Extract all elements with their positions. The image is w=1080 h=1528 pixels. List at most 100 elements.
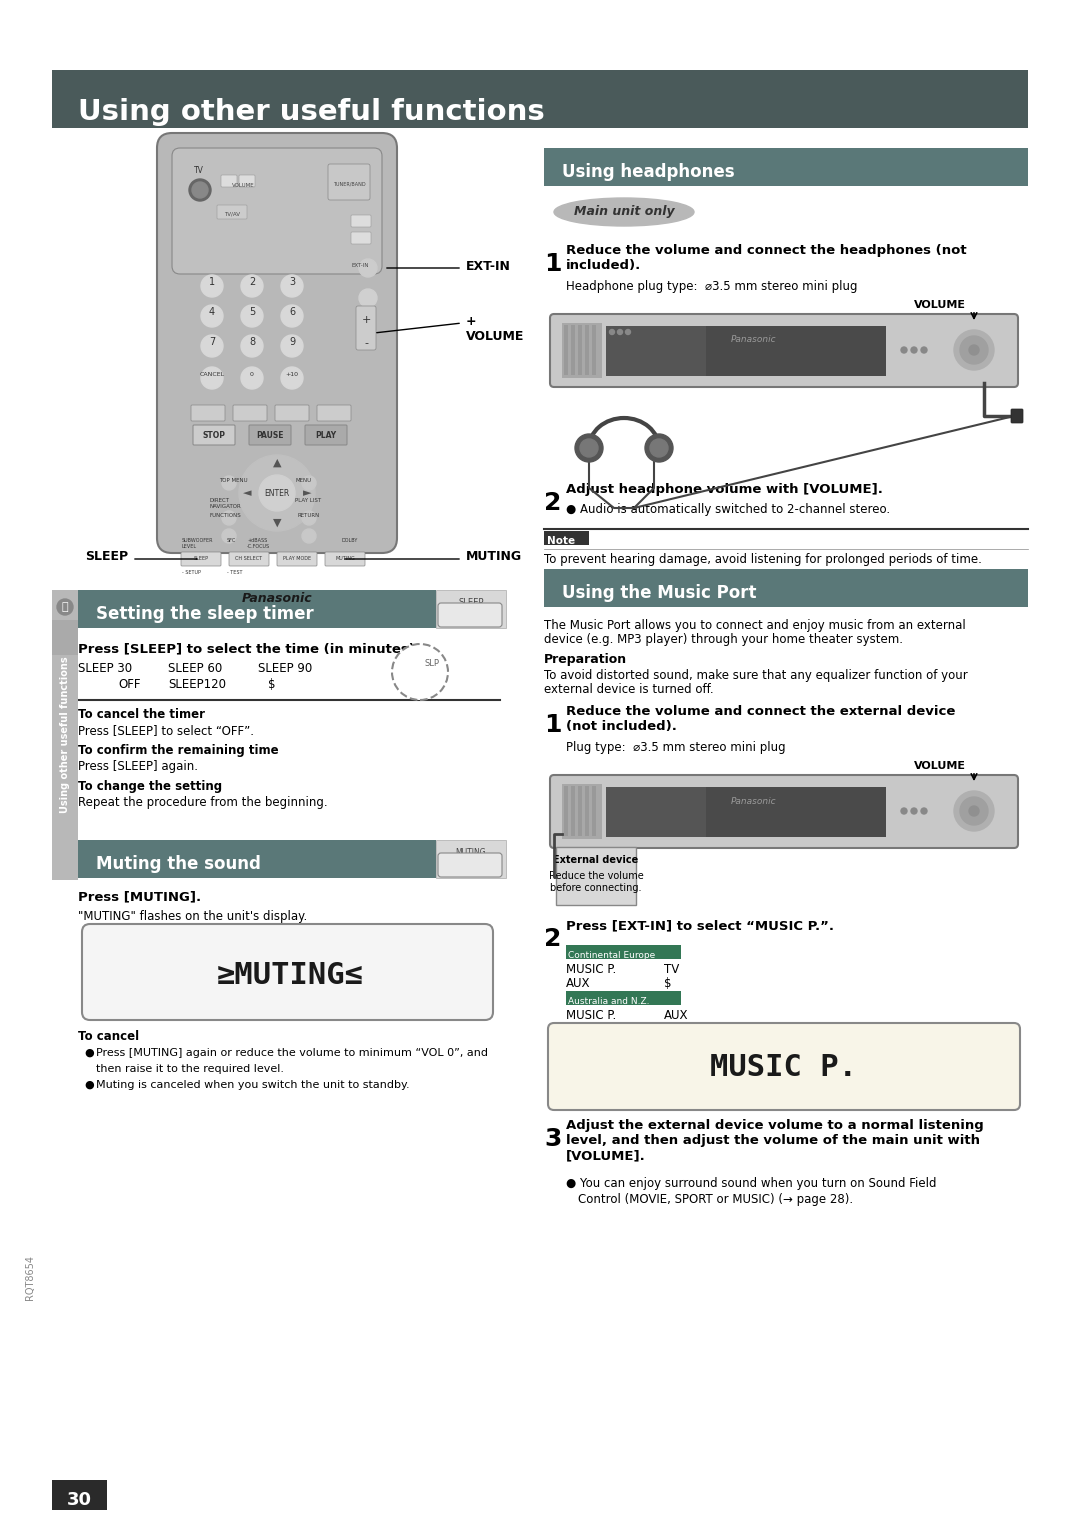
Circle shape: [901, 347, 907, 353]
Bar: [592, 785, 596, 836]
Text: ▼: ▼: [273, 518, 281, 529]
Text: SLEEP 60: SLEEP 60: [168, 662, 222, 675]
FancyBboxPatch shape: [181, 552, 221, 565]
Text: ● You can enjoy surround sound when you turn on Sound Field: ● You can enjoy surround sound when you …: [566, 1177, 936, 1190]
Text: Reduce the volume and connect the external device
(not included).: Reduce the volume and connect the extern…: [566, 704, 956, 733]
FancyBboxPatch shape: [229, 552, 269, 565]
Bar: [606, 787, 886, 837]
FancyBboxPatch shape: [249, 425, 291, 445]
Text: To cancel: To cancel: [78, 1030, 139, 1044]
FancyBboxPatch shape: [82, 924, 492, 1021]
Circle shape: [281, 335, 303, 358]
Circle shape: [302, 529, 316, 542]
Bar: [571, 325, 575, 374]
Text: CANCEL: CANCEL: [200, 371, 225, 376]
Bar: [578, 785, 582, 836]
Text: +: +: [362, 315, 370, 325]
Text: 7: 7: [208, 338, 215, 347]
FancyBboxPatch shape: [328, 163, 370, 200]
Text: TV/AV: TV/AV: [224, 212, 240, 217]
Bar: [436, 840, 507, 879]
Circle shape: [960, 798, 988, 825]
Text: PLAY LIST: PLAY LIST: [295, 498, 321, 503]
Circle shape: [302, 477, 316, 490]
Text: 6: 6: [289, 307, 295, 316]
Text: ENTER: ENTER: [265, 489, 289, 498]
Text: SLEEP: SLEEP: [458, 597, 484, 607]
Text: SLEEP 30: SLEEP 30: [78, 662, 132, 675]
Text: EXT-IN: EXT-IN: [465, 260, 511, 272]
FancyBboxPatch shape: [157, 133, 397, 553]
Text: Setting the sleep timer: Setting the sleep timer: [96, 605, 314, 623]
Circle shape: [392, 643, 448, 700]
Text: MENU: MENU: [295, 478, 311, 483]
Bar: [52, 1481, 107, 1510]
Circle shape: [241, 306, 264, 327]
Text: To prevent hearing damage, avoid listening for prolonged periods of time.: To prevent hearing damage, avoid listeni…: [544, 553, 982, 565]
Text: 🔊: 🔊: [62, 602, 68, 613]
Bar: [585, 785, 589, 836]
Text: CH SELECT: CH SELECT: [235, 556, 262, 561]
Circle shape: [239, 455, 315, 532]
Circle shape: [192, 182, 208, 199]
FancyBboxPatch shape: [217, 205, 247, 219]
Text: external device is turned off.: external device is turned off.: [544, 683, 714, 695]
Text: 2: 2: [544, 490, 562, 515]
Text: 5: 5: [248, 307, 255, 316]
Text: $: $: [268, 678, 275, 691]
Circle shape: [281, 306, 303, 327]
Text: AUX: AUX: [664, 1008, 689, 1022]
Text: Panasonic: Panasonic: [242, 591, 312, 605]
Circle shape: [921, 808, 927, 814]
Text: MUTING: MUTING: [335, 556, 355, 561]
Text: 1: 1: [544, 252, 562, 277]
Bar: [606, 325, 886, 376]
Circle shape: [912, 347, 917, 353]
Text: -: -: [364, 338, 368, 348]
FancyBboxPatch shape: [356, 306, 376, 350]
Text: - SETUP: - SETUP: [183, 570, 201, 575]
Text: ≥MUTING≤: ≥MUTING≤: [216, 961, 364, 990]
FancyBboxPatch shape: [275, 405, 309, 422]
Text: ● Audio is automatically switched to 2-channel stereo.: ● Audio is automatically switched to 2-c…: [566, 503, 890, 516]
Bar: [571, 785, 575, 836]
Text: TOP MENU: TOP MENU: [219, 478, 247, 483]
FancyBboxPatch shape: [276, 552, 318, 565]
Text: 9: 9: [289, 338, 295, 347]
FancyBboxPatch shape: [318, 405, 351, 422]
FancyBboxPatch shape: [172, 148, 382, 274]
Circle shape: [580, 439, 598, 457]
Text: Using headphones: Using headphones: [562, 163, 734, 180]
Text: Muting is canceled when you switch the unit to standby.: Muting is canceled when you switch the u…: [96, 1080, 409, 1089]
Text: SLEEP 90: SLEEP 90: [258, 662, 312, 675]
Circle shape: [259, 475, 295, 510]
Circle shape: [625, 330, 631, 335]
Bar: [52, 590, 78, 880]
Text: 2: 2: [248, 277, 255, 287]
Text: MUSIC P.: MUSIC P.: [566, 963, 617, 976]
Text: Panasonic: Panasonic: [731, 796, 777, 805]
Text: MUSIC P.: MUSIC P.: [566, 1008, 617, 1022]
Bar: [585, 325, 589, 374]
Text: RETURN: RETURN: [297, 513, 320, 518]
Bar: [544, 148, 1028, 186]
Circle shape: [241, 275, 264, 296]
Bar: [78, 840, 436, 879]
Bar: [566, 992, 681, 1005]
Text: 0: 0: [251, 371, 254, 376]
Text: ◄: ◄: [243, 487, 252, 498]
Circle shape: [954, 792, 994, 831]
Text: Reduce the volume and connect the headphones (not
included).: Reduce the volume and connect the headph…: [566, 244, 967, 272]
Text: Reduce the volume
before connecting.: Reduce the volume before connecting.: [549, 871, 644, 892]
Circle shape: [921, 347, 927, 353]
Text: +dBASS
-C.FOCUS: +dBASS -C.FOCUS: [247, 538, 270, 549]
Text: Press [MUTING].: Press [MUTING].: [78, 889, 201, 903]
Text: The Music Port allows you to connect and enjoy music from an external: The Music Port allows you to connect and…: [544, 619, 966, 633]
Text: SLEEP: SLEEP: [85, 550, 129, 564]
FancyBboxPatch shape: [1011, 410, 1023, 423]
Text: RQT8654: RQT8654: [25, 1254, 35, 1300]
Text: To avoid distorted sound, make sure that any equalizer function of your: To avoid distorted sound, make sure that…: [544, 669, 968, 681]
Text: Press [MUTING] again or reduce the volume to minimum “VOL 0”, and: Press [MUTING] again or reduce the volum…: [96, 1048, 488, 1057]
Text: 4: 4: [208, 307, 215, 316]
FancyBboxPatch shape: [233, 405, 267, 422]
